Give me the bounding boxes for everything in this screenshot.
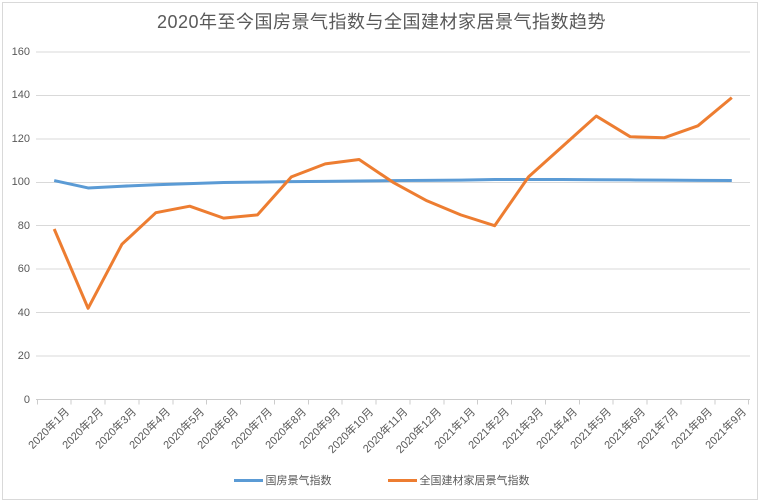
series-line-1	[52, 96, 733, 310]
legend-label: 全国建材家居景气指数	[419, 475, 530, 487]
y-tick-label: 20	[17, 350, 30, 363]
legend: 国房景气指数 全国建材家居景气指数	[0, 472, 763, 488]
y-tick-label: 120	[11, 132, 30, 145]
y-tick-label: 40	[17, 306, 30, 319]
legend-item-1[interactable]: 全国建材家居景气指数	[387, 472, 530, 488]
chart-title: 2020年至今国房景气指数与全国建材家居景气指数趋势	[156, 12, 607, 32]
legend-label: 国房景气指数	[265, 475, 332, 487]
y-tick-label: 80	[17, 219, 30, 232]
y-tick-label: 60	[17, 263, 30, 276]
legend-line-marker	[233, 478, 263, 482]
legend-line-marker	[387, 478, 417, 482]
chart-border	[2, 2, 758, 500]
legend-item-0[interactable]: 国房景气指数	[233, 472, 332, 488]
y-tick-label: 160	[11, 45, 30, 58]
y-tick-label: 140	[11, 89, 30, 102]
y-tick-label: 100	[11, 176, 30, 189]
y-tick-label: 0	[23, 393, 30, 406]
